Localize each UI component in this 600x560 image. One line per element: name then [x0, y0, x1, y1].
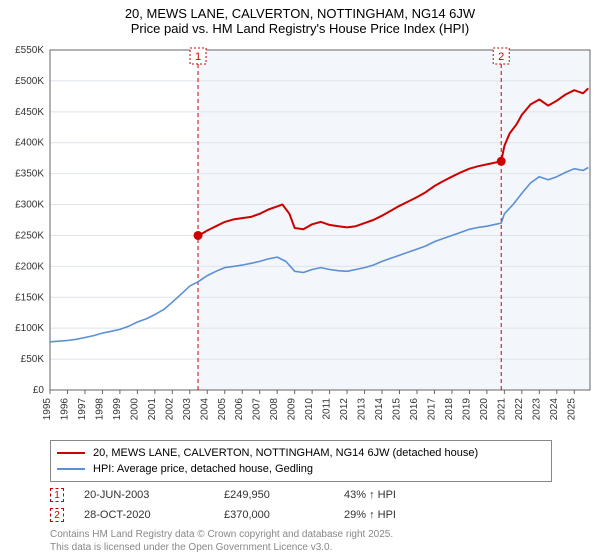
svg-text:£400K: £400K [15, 138, 44, 149]
svg-text:1999: 1999 [112, 398, 123, 421]
svg-text:£50K: £50K [21, 354, 45, 365]
svg-text:2002: 2002 [164, 398, 175, 421]
svg-text:2006: 2006 [234, 398, 245, 421]
sale-row: 2 28-OCT-2020 £370,000 29% ↑ HPI [50, 505, 464, 525]
chart-area: £0 £50K £100K £150K £200K £250K £300K £350K £400… [0, 40, 600, 430]
svg-text:2009: 2009 [287, 398, 298, 421]
svg-text:2017: 2017 [426, 398, 437, 421]
footer-line: Contains HM Land Registry data © Crown c… [50, 528, 393, 541]
svg-text:2015: 2015 [392, 398, 403, 421]
chart-subtitle: Price paid vs. HM Land Registry's House … [0, 21, 600, 40]
sale-marker-icon: 2 [50, 508, 64, 522]
svg-text:2021: 2021 [496, 398, 507, 421]
svg-text:£550K: £550K [15, 45, 44, 56]
legend-item-hpi: HPI: Average price, detached house, Gedl… [57, 461, 545, 477]
sale-price: £249,950 [224, 489, 344, 501]
footer-attribution: Contains HM Land Registry data © Crown c… [50, 528, 393, 554]
chart-title: 20, MEWS LANE, CALVERTON, NOTTINGHAM, NG… [0, 0, 600, 21]
svg-text:1997: 1997 [77, 398, 88, 421]
svg-text:2020: 2020 [479, 398, 490, 421]
sale-price: £370,000 [224, 509, 344, 521]
svg-text:1: 1 [195, 51, 201, 63]
svg-text:2013: 2013 [357, 398, 368, 421]
legend-box: 20, MEWS LANE, CALVERTON, NOTTINGHAM, NG… [50, 440, 552, 482]
svg-text:2018: 2018 [444, 398, 455, 421]
line-chart-svg: £0 £50K £100K £150K £200K £250K £300K £350K £400… [0, 40, 600, 430]
svg-text:2011: 2011 [322, 398, 333, 420]
svg-text:2000: 2000 [129, 398, 140, 421]
svg-text:2008: 2008 [269, 398, 280, 421]
svg-text:£250K: £250K [15, 230, 44, 241]
svg-text:£150K: £150K [15, 292, 44, 303]
svg-text:2024: 2024 [549, 398, 560, 421]
sale-row: 1 20-JUN-2003 £249,950 43% ↑ HPI [50, 485, 464, 505]
svg-text:2019: 2019 [461, 398, 472, 421]
svg-text:1996: 1996 [59, 398, 70, 421]
legend-label: 20, MEWS LANE, CALVERTON, NOTTINGHAM, NG… [93, 447, 478, 459]
sale-marker-icon: 1 [50, 488, 64, 502]
svg-text:£500K: £500K [15, 76, 44, 87]
svg-text:1998: 1998 [94, 398, 105, 421]
svg-text:2004: 2004 [199, 398, 210, 421]
legend-item-property: 20, MEWS LANE, CALVERTON, NOTTINGHAM, NG… [57, 445, 545, 461]
svg-text:2014: 2014 [374, 398, 385, 421]
footer-line: This data is licensed under the Open Gov… [50, 541, 393, 554]
sales-table: 1 20-JUN-2003 £249,950 43% ↑ HPI 2 28-OC… [50, 485, 464, 525]
svg-text:2010: 2010 [304, 398, 315, 421]
svg-text:2025: 2025 [566, 398, 577, 421]
svg-text:2001: 2001 [147, 398, 158, 421]
svg-text:£350K: £350K [15, 169, 44, 180]
svg-text:2023: 2023 [531, 398, 542, 421]
svg-text:2016: 2016 [409, 398, 420, 421]
svg-text:2: 2 [498, 51, 504, 63]
svg-text:2012: 2012 [339, 398, 350, 421]
sale-pct: 29% ↑ HPI [344, 509, 464, 521]
sale-pct: 43% ↑ HPI [344, 489, 464, 501]
svg-text:2007: 2007 [252, 398, 263, 421]
svg-text:£300K: £300K [15, 200, 44, 211]
svg-text:2022: 2022 [514, 398, 525, 421]
legend-label: HPI: Average price, detached house, Gedl… [93, 463, 313, 475]
svg-text:1995: 1995 [42, 398, 53, 421]
legend-swatch [57, 452, 85, 454]
legend-swatch [57, 468, 85, 470]
svg-text:2003: 2003 [182, 398, 193, 421]
svg-text:£450K: £450K [15, 107, 44, 118]
svg-text:2005: 2005 [217, 398, 228, 421]
sale-date: 28-OCT-2020 [84, 509, 224, 521]
svg-text:£200K: £200K [15, 261, 44, 272]
svg-text:£100K: £100K [15, 323, 44, 334]
svg-text:£0: £0 [33, 385, 45, 396]
chart-container: 20, MEWS LANE, CALVERTON, NOTTINGHAM, NG… [0, 0, 600, 560]
sale-date: 20-JUN-2003 [84, 489, 224, 501]
